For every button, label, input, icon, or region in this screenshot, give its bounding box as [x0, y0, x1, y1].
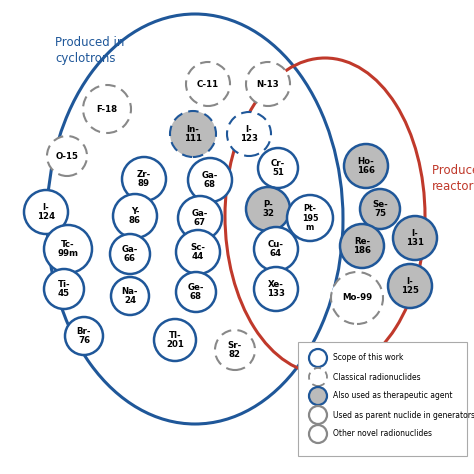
Text: I-
124: I- 124	[37, 203, 55, 221]
Circle shape	[393, 216, 437, 260]
Circle shape	[65, 317, 103, 355]
Text: Sc-
44: Sc- 44	[191, 243, 206, 261]
Circle shape	[360, 189, 400, 229]
Circle shape	[47, 136, 87, 176]
Circle shape	[176, 272, 216, 312]
Circle shape	[309, 368, 327, 386]
Circle shape	[44, 269, 84, 309]
Circle shape	[111, 277, 149, 315]
Circle shape	[110, 234, 150, 274]
Text: I-
123: I- 123	[240, 125, 258, 143]
FancyBboxPatch shape	[298, 342, 467, 456]
Text: Produced in
cyclotrons: Produced in cyclotrons	[55, 36, 124, 65]
Circle shape	[215, 330, 255, 370]
Text: Ga-
68: Ga- 68	[202, 171, 218, 189]
Text: Ga-
67: Ga- 67	[192, 209, 208, 228]
Text: In-
111: In- 111	[184, 125, 202, 143]
Text: Mo-99: Mo-99	[342, 293, 372, 302]
Circle shape	[340, 224, 384, 268]
Text: I-
131: I- 131	[406, 228, 424, 247]
Text: Tl-
201: Tl- 201	[166, 331, 184, 349]
Text: Zr-
89: Zr- 89	[137, 170, 151, 188]
Circle shape	[154, 319, 196, 361]
Circle shape	[388, 264, 432, 308]
Text: Ga-
66: Ga- 66	[122, 245, 138, 264]
Text: Br-
76: Br- 76	[77, 327, 91, 346]
Circle shape	[186, 62, 230, 106]
Circle shape	[188, 158, 232, 202]
Text: C-11: C-11	[197, 80, 219, 89]
Circle shape	[44, 225, 92, 273]
Text: Scope of this work: Scope of this work	[333, 354, 403, 363]
Text: Also used as therapeutic agent: Also used as therapeutic agent	[333, 392, 453, 401]
Text: Y-
86: Y- 86	[129, 207, 141, 225]
Text: Produced i
reactors: Produced i reactors	[432, 164, 474, 193]
Circle shape	[122, 157, 166, 201]
Circle shape	[83, 85, 131, 133]
Circle shape	[170, 111, 216, 157]
Circle shape	[178, 196, 222, 240]
Circle shape	[287, 195, 333, 241]
Text: Used as parent nuclide in generators: Used as parent nuclide in generators	[333, 410, 474, 419]
Circle shape	[309, 425, 327, 443]
Circle shape	[258, 148, 298, 188]
Text: Cu-
64: Cu- 64	[268, 240, 284, 258]
Text: Other novel radionuclides: Other novel radionuclides	[333, 429, 432, 438]
Text: Re-
186: Re- 186	[353, 237, 371, 255]
Circle shape	[254, 227, 298, 271]
Circle shape	[309, 349, 327, 367]
Text: Classical radionuclides: Classical radionuclides	[333, 373, 420, 382]
Circle shape	[227, 112, 271, 156]
Text: O-15: O-15	[55, 152, 78, 161]
Text: Pt-
195
m: Pt- 195 m	[302, 204, 318, 232]
Circle shape	[176, 230, 220, 274]
Text: Ti-
45: Ti- 45	[58, 280, 70, 298]
Text: F-18: F-18	[96, 104, 118, 113]
Text: Na-
24: Na- 24	[122, 287, 138, 305]
Circle shape	[246, 187, 290, 231]
Circle shape	[246, 62, 290, 106]
Text: Cr-
51: Cr- 51	[271, 159, 285, 177]
Circle shape	[113, 194, 157, 238]
Circle shape	[331, 272, 383, 324]
Text: Ho-
166: Ho- 166	[357, 156, 375, 175]
Circle shape	[254, 267, 298, 311]
Text: Sr-
82: Sr- 82	[228, 341, 242, 359]
Circle shape	[309, 387, 327, 405]
Text: Se-
75: Se- 75	[372, 200, 388, 219]
Circle shape	[309, 406, 327, 424]
Circle shape	[344, 144, 388, 188]
Text: N-13: N-13	[256, 80, 279, 89]
Text: P-
32: P- 32	[262, 200, 274, 219]
Text: I-
125: I- 125	[401, 277, 419, 295]
Text: Xe-
133: Xe- 133	[267, 280, 285, 298]
Text: Tc-
99m: Tc- 99m	[57, 240, 79, 258]
Circle shape	[24, 190, 68, 234]
Text: Ge-
68: Ge- 68	[188, 283, 204, 301]
